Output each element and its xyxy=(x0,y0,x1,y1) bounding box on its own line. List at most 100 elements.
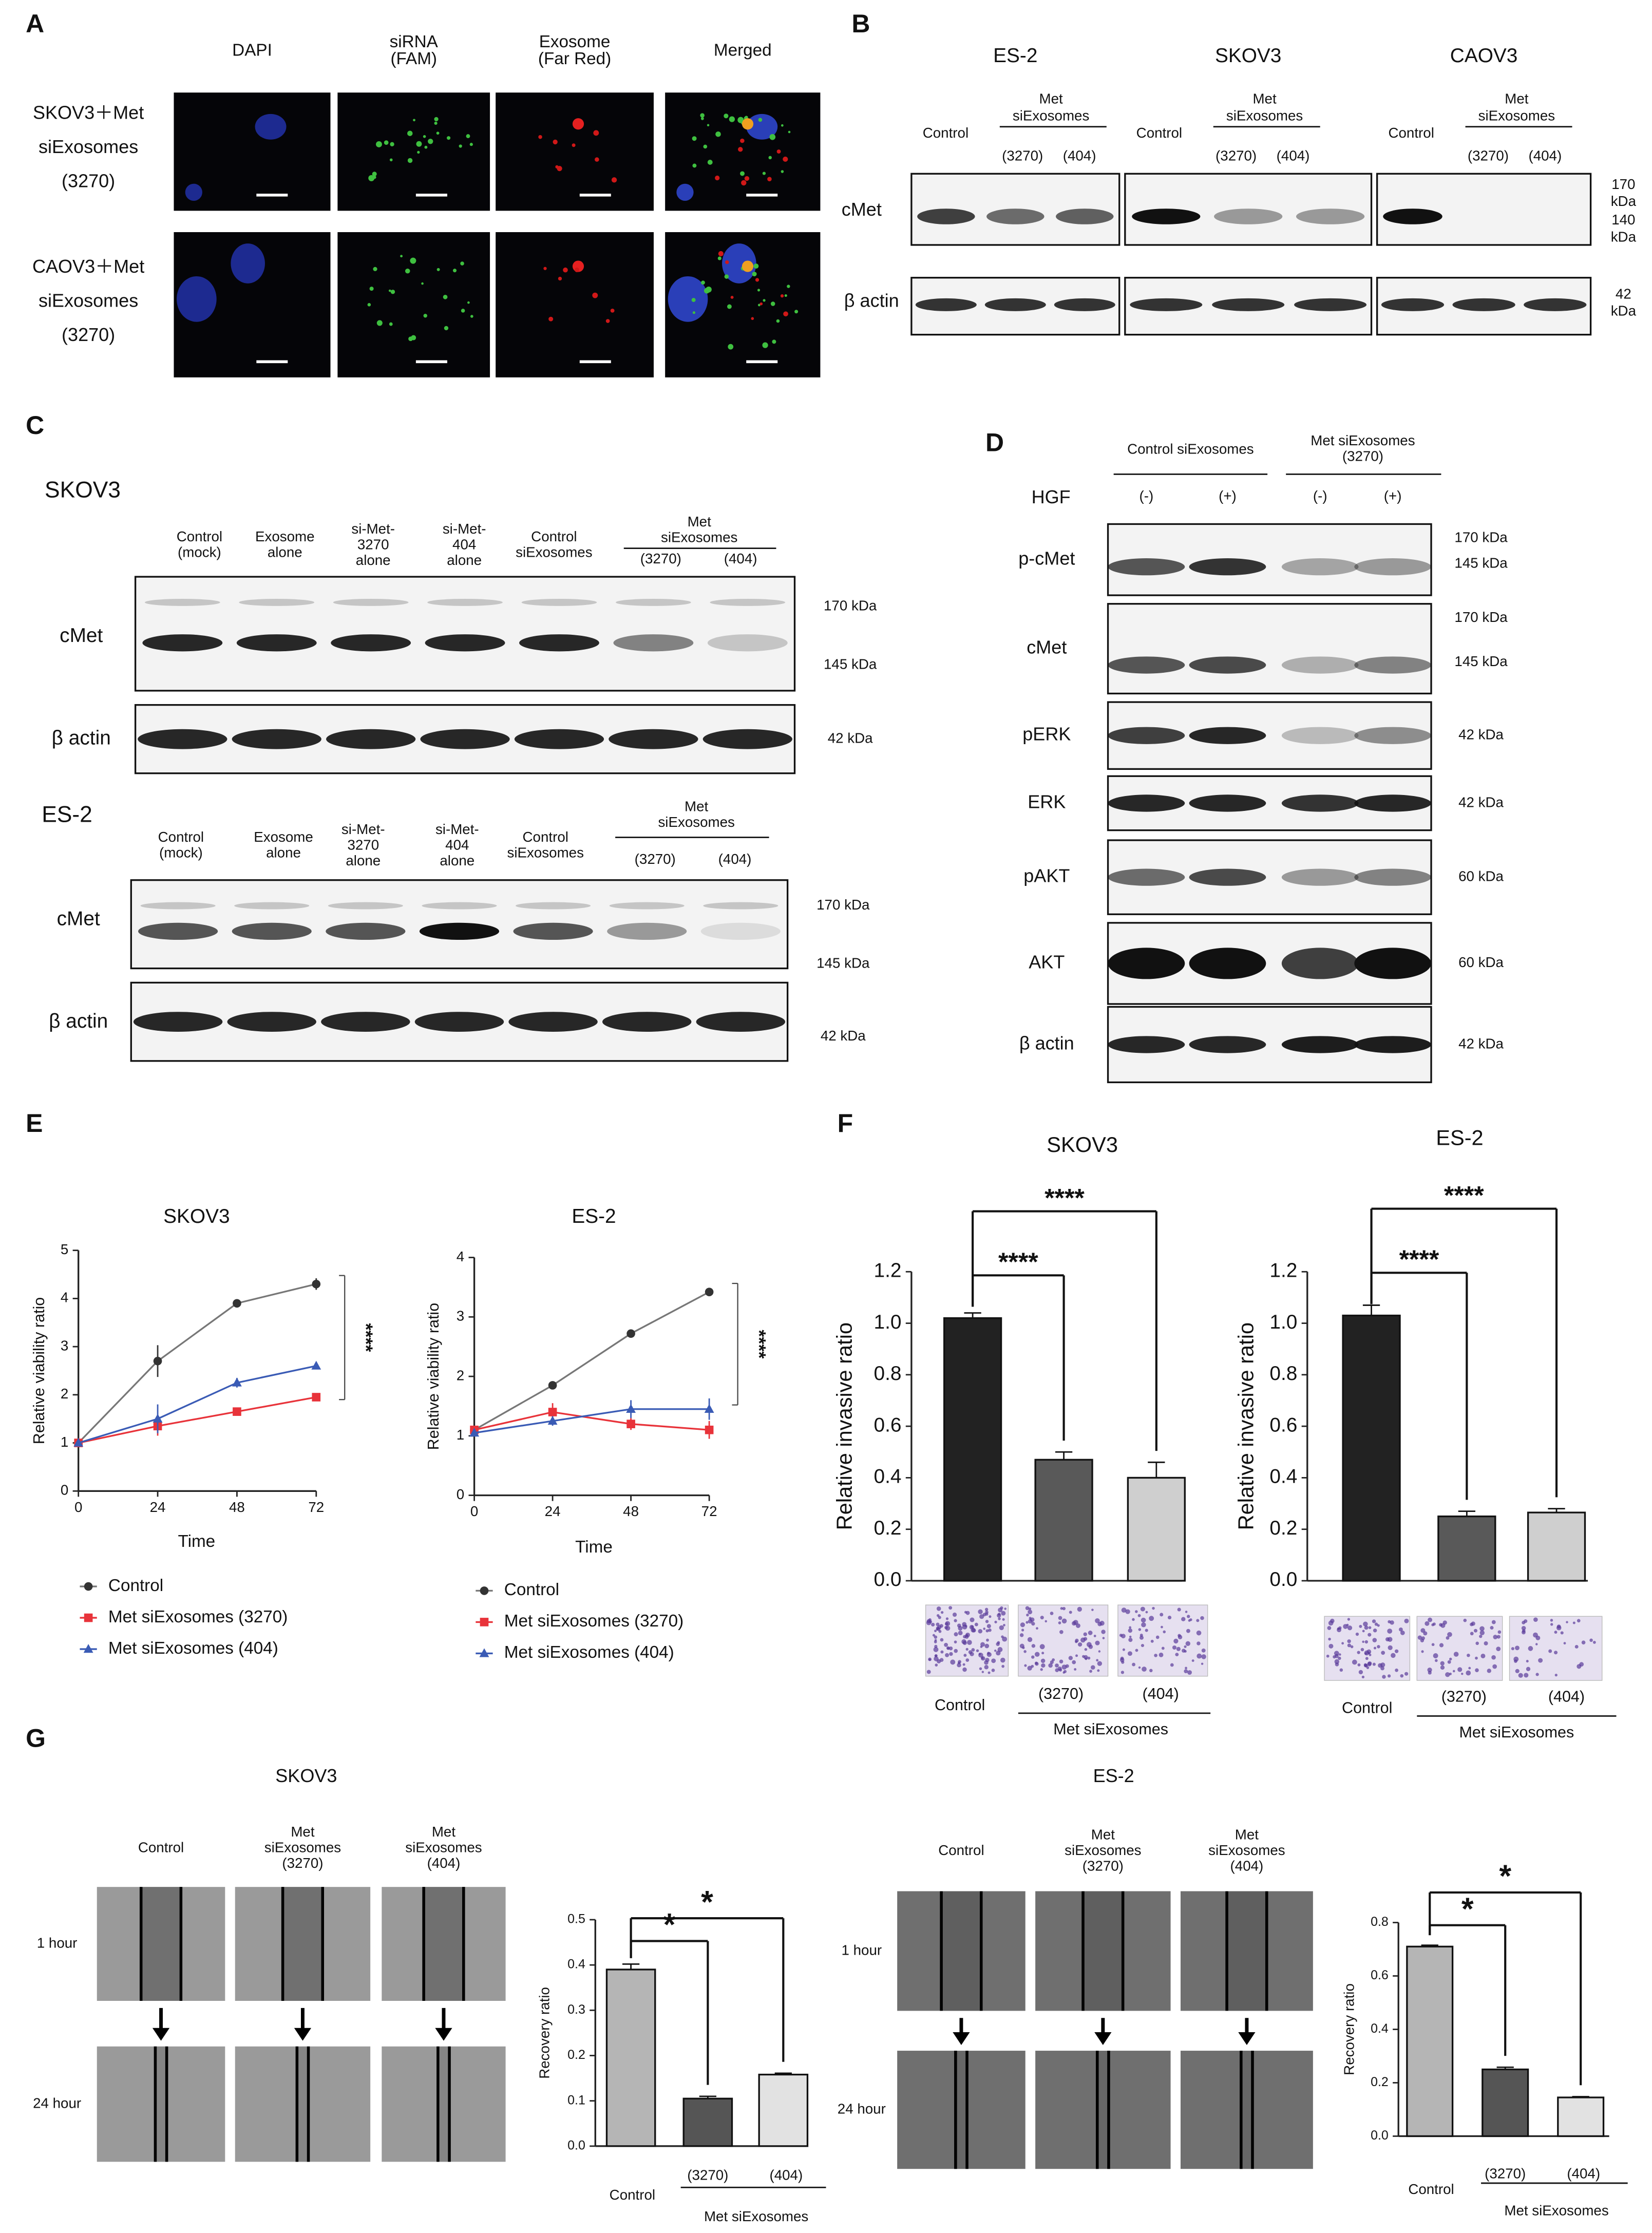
data-point xyxy=(469,1428,480,1437)
kda-label: 170 kDa xyxy=(1454,609,1508,625)
cell-dot xyxy=(1077,1642,1083,1647)
column-header: (Far Red) xyxy=(538,49,611,68)
fam-dot xyxy=(752,272,757,277)
panel-label: F xyxy=(838,1109,853,1138)
cell-dot xyxy=(1175,1653,1179,1657)
y-axis-label: Relative viability ratio xyxy=(30,1297,48,1444)
significance: * xyxy=(1499,1859,1511,1894)
significance: **** xyxy=(998,1247,1038,1276)
band xyxy=(519,634,599,652)
band xyxy=(702,729,792,749)
cell-dot xyxy=(1121,1660,1125,1664)
fam-dot xyxy=(787,285,790,288)
cell-dot xyxy=(1040,1658,1046,1663)
cell-dot xyxy=(1526,1659,1529,1663)
x-tick-label: (3270) xyxy=(1038,1685,1084,1702)
cell-dot xyxy=(999,1625,1004,1631)
cell-dot xyxy=(957,1662,961,1668)
cell-dot xyxy=(1467,1653,1470,1657)
micrograph xyxy=(496,232,654,377)
cell-dot xyxy=(1077,1606,1082,1612)
cell-dot xyxy=(991,1669,995,1672)
cell-dot xyxy=(962,1663,965,1666)
cell-dot xyxy=(1338,1653,1341,1656)
cell-dot xyxy=(976,1649,979,1652)
cell-dot xyxy=(1201,1662,1204,1665)
y-tick-label: 1 xyxy=(61,1434,68,1450)
cell-dot xyxy=(1121,1671,1125,1674)
panel-label: E xyxy=(26,1109,43,1138)
cell-dot xyxy=(965,1658,970,1662)
data-point xyxy=(548,1381,557,1390)
cell-dot xyxy=(1447,1632,1452,1637)
cell-dot xyxy=(1574,1644,1579,1649)
exosome-dot xyxy=(740,138,745,143)
fam-dot xyxy=(466,134,470,139)
data-point xyxy=(547,1415,558,1425)
bar xyxy=(943,1317,1002,1582)
lane-label: 404 xyxy=(452,536,476,552)
fam-dot xyxy=(436,268,440,271)
cell-dot xyxy=(1550,1623,1553,1626)
cell-dot xyxy=(1435,1659,1438,1662)
band xyxy=(239,599,315,606)
cell-dot xyxy=(1035,1662,1039,1666)
lane-label: (3270) xyxy=(1002,147,1043,163)
cell-dot xyxy=(1440,1661,1445,1666)
cell-dot xyxy=(1363,1621,1368,1627)
exosome-dot xyxy=(730,295,734,299)
row-label: (3270) xyxy=(62,324,115,345)
x-axis-label: Time xyxy=(575,1538,613,1557)
wound-gap xyxy=(1084,1891,1122,2011)
cell-dot xyxy=(954,1619,957,1622)
cell-dot xyxy=(934,1630,937,1633)
blot xyxy=(134,576,796,692)
cell-dot xyxy=(988,1628,992,1632)
fam-dot xyxy=(784,294,787,297)
cell-dot xyxy=(1187,1670,1192,1675)
x-tick-label: 24 xyxy=(545,1503,561,1519)
band xyxy=(508,1012,598,1032)
cell-dot xyxy=(1154,1654,1157,1657)
cell-dot xyxy=(1367,1662,1372,1667)
cell-dot xyxy=(1141,1622,1146,1628)
cell-dot xyxy=(1093,1635,1096,1637)
band xyxy=(703,902,778,910)
band xyxy=(516,902,591,910)
lane-label: alone xyxy=(356,552,391,568)
bar xyxy=(1406,1945,1454,2137)
legend-marker xyxy=(84,1582,93,1591)
y-axis-label: Recovery ratio xyxy=(1341,1983,1357,2075)
cell-dot xyxy=(1152,1606,1155,1610)
cell-dot xyxy=(1446,1636,1450,1640)
cell-dot xyxy=(1511,1647,1514,1651)
column-header: Merged xyxy=(714,41,772,60)
cell-dot xyxy=(1181,1617,1186,1621)
band xyxy=(1381,298,1445,311)
cell-dot xyxy=(1034,1652,1040,1657)
cell-dot xyxy=(1535,1673,1539,1676)
data-point xyxy=(233,1299,241,1308)
cell-dot xyxy=(1335,1662,1339,1667)
chart-title: ES-2 xyxy=(572,1205,616,1227)
cell-dot xyxy=(1395,1668,1398,1672)
bar xyxy=(1034,1459,1093,1582)
cell-dot xyxy=(1425,1621,1430,1626)
cell-dot xyxy=(952,1612,957,1617)
kda-label: 42 kDa xyxy=(1458,1035,1504,1051)
cell-dot xyxy=(1388,1620,1391,1623)
row-label: β actin xyxy=(1019,1032,1074,1053)
cell-dot xyxy=(1159,1652,1164,1657)
panel-label: A xyxy=(26,9,44,38)
cell-dot xyxy=(1140,1635,1144,1640)
cell-dot xyxy=(986,1624,991,1629)
cell-dot xyxy=(946,1647,950,1650)
column-header: Control xyxy=(938,1842,984,1858)
band xyxy=(710,599,786,606)
micrograph xyxy=(496,92,654,211)
cell-dot xyxy=(984,1665,989,1670)
cell-dot xyxy=(1155,1635,1160,1639)
cell-dot xyxy=(1145,1629,1148,1632)
cell-dot xyxy=(1347,1618,1351,1621)
cell-dot xyxy=(1420,1628,1426,1633)
